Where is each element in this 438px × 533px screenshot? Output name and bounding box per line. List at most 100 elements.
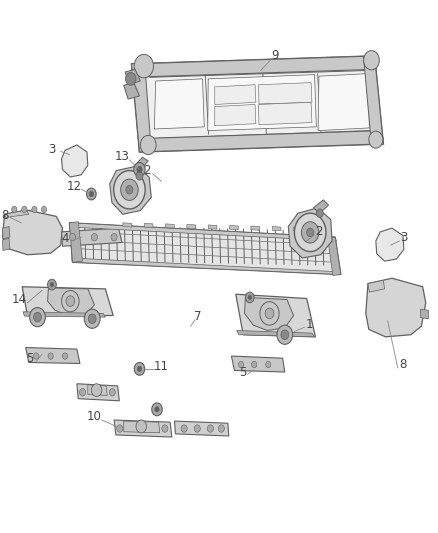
Polygon shape (258, 83, 312, 104)
Polygon shape (134, 157, 148, 171)
Polygon shape (208, 75, 316, 131)
Circle shape (136, 172, 143, 180)
Polygon shape (124, 83, 139, 99)
Polygon shape (144, 223, 153, 228)
Polygon shape (139, 131, 383, 152)
Polygon shape (23, 312, 106, 317)
Circle shape (117, 425, 123, 432)
Text: 14: 14 (11, 293, 26, 306)
Polygon shape (70, 223, 336, 241)
Text: 4: 4 (61, 232, 69, 245)
Polygon shape (272, 227, 281, 231)
Text: 10: 10 (87, 410, 102, 423)
Polygon shape (123, 223, 131, 227)
Polygon shape (48, 288, 95, 316)
Circle shape (88, 314, 96, 324)
Circle shape (48, 279, 57, 290)
Polygon shape (3, 210, 63, 255)
Circle shape (134, 54, 153, 78)
Circle shape (87, 188, 96, 200)
Text: 9: 9 (272, 50, 279, 62)
Circle shape (48, 353, 53, 359)
Circle shape (85, 309, 100, 328)
Polygon shape (62, 228, 122, 246)
Polygon shape (420, 309, 428, 319)
Polygon shape (368, 280, 385, 292)
Text: 8: 8 (399, 358, 406, 371)
Circle shape (89, 191, 94, 197)
Polygon shape (328, 237, 341, 276)
Circle shape (277, 325, 293, 344)
Circle shape (294, 213, 326, 252)
Polygon shape (131, 56, 376, 77)
Circle shape (248, 295, 251, 300)
Circle shape (194, 425, 200, 432)
Polygon shape (237, 330, 314, 337)
Polygon shape (77, 384, 119, 401)
Polygon shape (215, 104, 256, 126)
Polygon shape (313, 200, 328, 213)
Polygon shape (22, 287, 113, 316)
Circle shape (136, 420, 146, 433)
Polygon shape (125, 69, 140, 84)
Circle shape (22, 206, 27, 213)
Polygon shape (72, 258, 341, 274)
Circle shape (92, 384, 102, 397)
Polygon shape (3, 227, 10, 239)
Polygon shape (251, 226, 260, 230)
Polygon shape (293, 227, 302, 231)
Polygon shape (244, 297, 293, 330)
Circle shape (62, 290, 79, 312)
Circle shape (125, 72, 136, 85)
Polygon shape (231, 356, 285, 372)
Circle shape (92, 233, 98, 241)
Polygon shape (154, 79, 204, 129)
Polygon shape (364, 56, 383, 145)
Polygon shape (215, 85, 256, 104)
Polygon shape (230, 225, 238, 230)
Polygon shape (376, 228, 404, 261)
Text: 2: 2 (315, 225, 323, 238)
Circle shape (137, 366, 141, 372)
Polygon shape (318, 74, 369, 131)
Circle shape (134, 163, 145, 176)
Polygon shape (258, 102, 312, 125)
Circle shape (316, 209, 323, 217)
Circle shape (137, 166, 142, 173)
Polygon shape (236, 294, 315, 337)
Circle shape (30, 308, 46, 327)
Polygon shape (187, 224, 196, 229)
Polygon shape (26, 348, 80, 364)
Circle shape (207, 425, 213, 432)
Circle shape (120, 179, 138, 200)
Circle shape (34, 353, 39, 359)
Polygon shape (124, 421, 159, 433)
Circle shape (50, 282, 54, 287)
Circle shape (238, 361, 244, 368)
Circle shape (260, 302, 279, 325)
Circle shape (364, 51, 379, 70)
Circle shape (245, 292, 254, 303)
Text: 13: 13 (115, 150, 129, 163)
Polygon shape (88, 385, 107, 395)
Text: 7: 7 (194, 310, 202, 323)
Circle shape (42, 206, 47, 213)
Polygon shape (131, 56, 383, 152)
Text: 3: 3 (400, 231, 407, 244)
Circle shape (126, 185, 133, 194)
Circle shape (134, 362, 145, 375)
Polygon shape (114, 420, 172, 437)
Polygon shape (62, 145, 88, 177)
Polygon shape (288, 208, 332, 258)
Text: 12: 12 (66, 180, 81, 193)
Circle shape (140, 135, 156, 155)
Text: 5: 5 (26, 352, 34, 365)
Circle shape (307, 228, 314, 237)
Text: 5: 5 (240, 366, 247, 378)
Circle shape (265, 361, 271, 368)
Polygon shape (174, 421, 229, 436)
Text: 1: 1 (306, 318, 313, 330)
Text: 2: 2 (143, 164, 151, 177)
Circle shape (12, 206, 17, 213)
Text: 3: 3 (48, 143, 56, 156)
